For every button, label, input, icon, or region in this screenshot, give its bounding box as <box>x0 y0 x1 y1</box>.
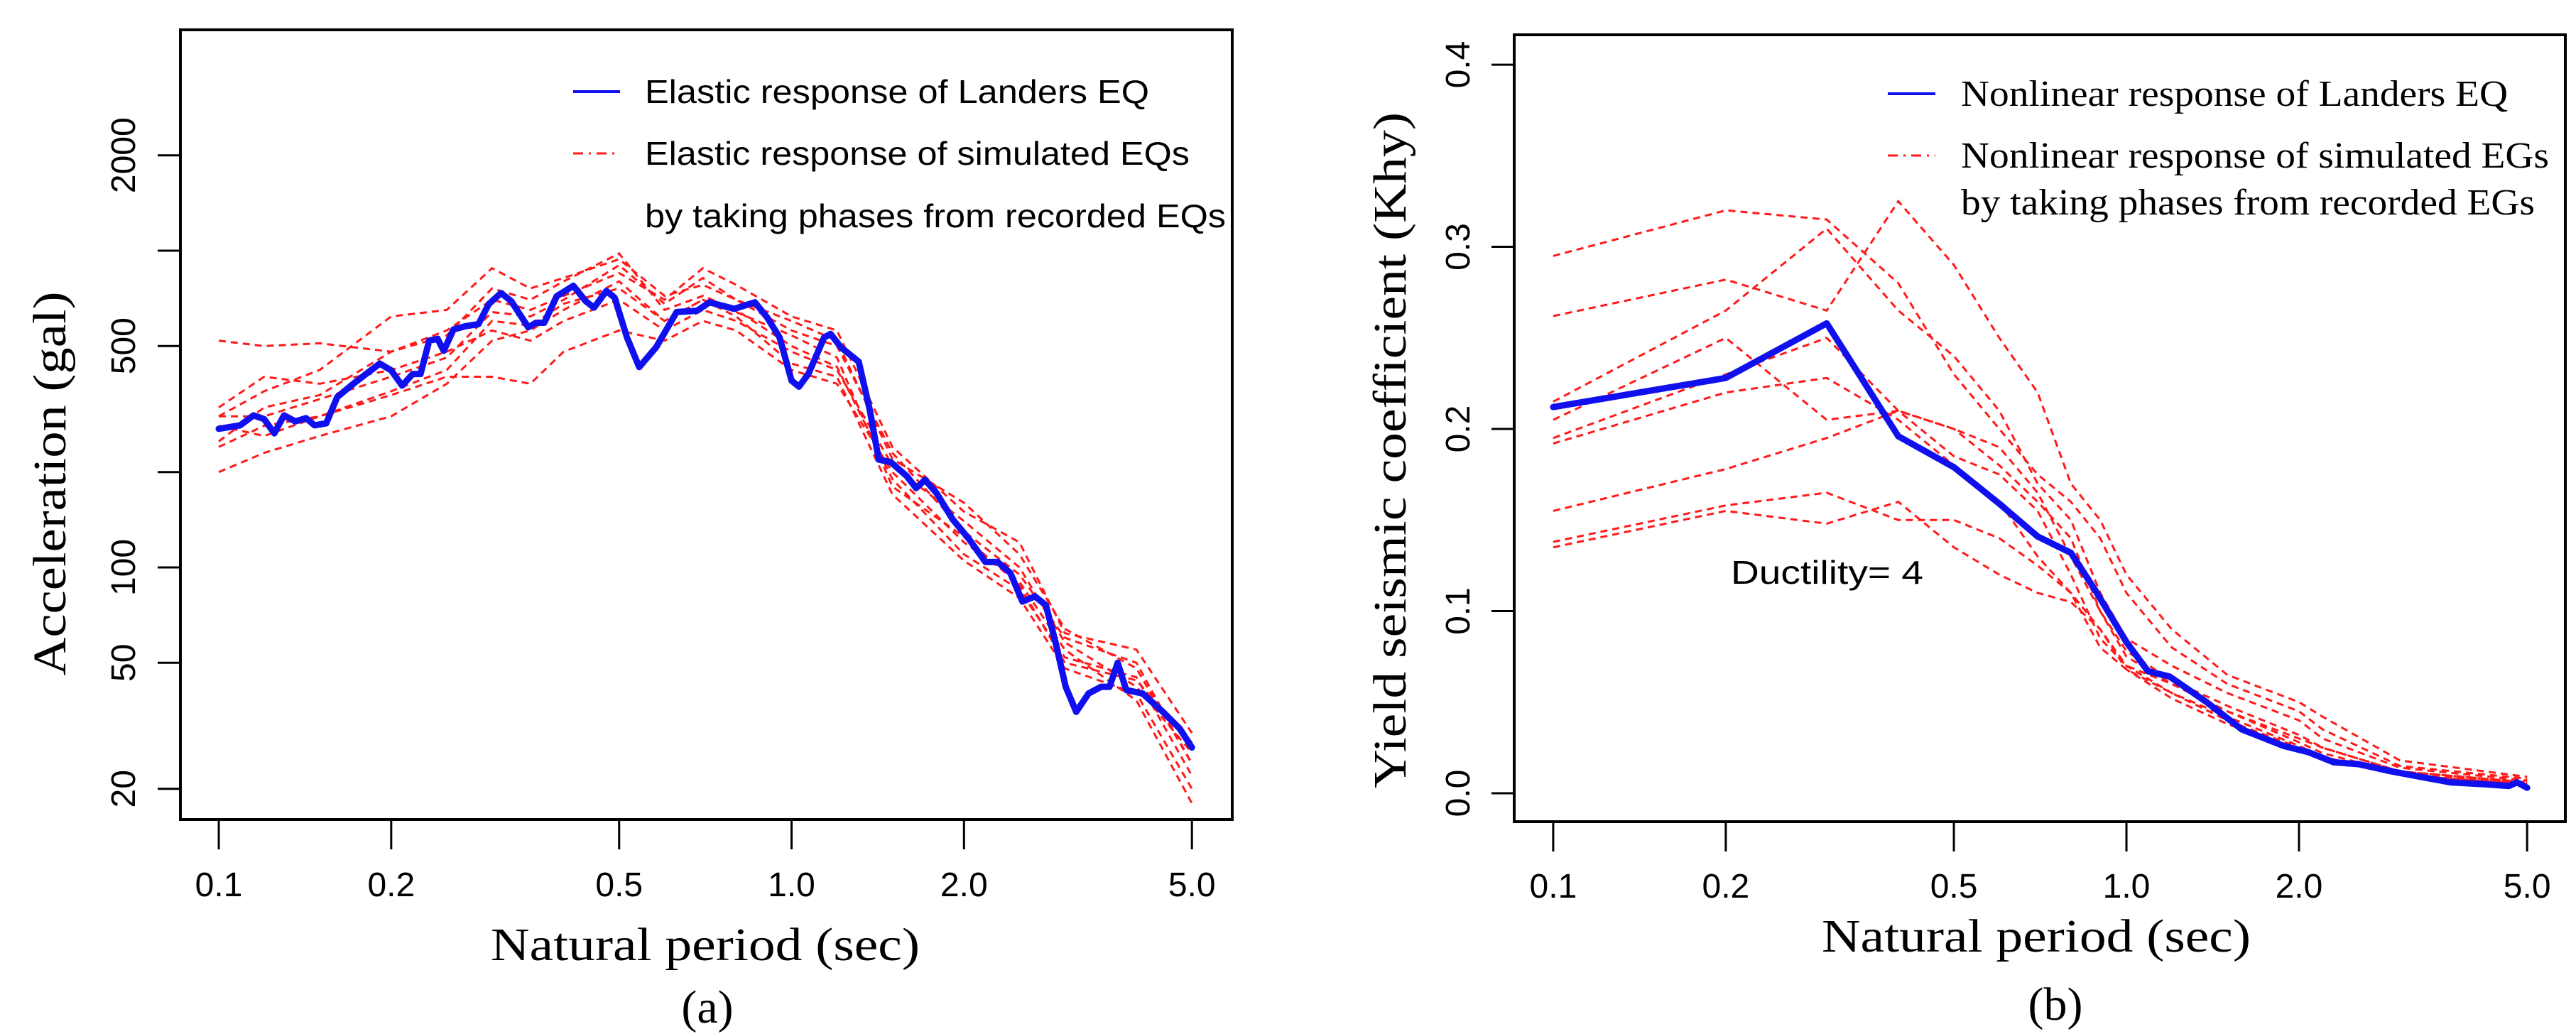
chart-panel-b: Nonlinear response of Landers EQ Nonline… <box>1364 33 2567 1030</box>
x-tick-label: 2.0 <box>940 866 988 904</box>
panel-label-b: (b) <box>2028 979 2083 1030</box>
x-tick-label: 5.0 <box>2504 868 2551 905</box>
x-tick-label: 0.5 <box>1930 868 1978 905</box>
y-axis-title-a: Acceleration (gal) <box>24 292 76 676</box>
simulated-series-line-8 <box>219 263 1193 765</box>
simulated-series-line-8 <box>1553 491 2528 785</box>
simulated-series-line-7 <box>1553 409 2528 784</box>
landers-series-line <box>215 282 1195 751</box>
legend-a: Elastic response of Landers EQ Elastic r… <box>573 73 1226 234</box>
y-tick-label: 0.1 <box>1440 587 1477 635</box>
simulated-series-line-1 <box>218 266 1193 734</box>
x-tick-label: 0.1 <box>1530 868 1577 905</box>
legend-label-simulated: Nonlinear response of simulated EGs <box>1961 136 2549 176</box>
y-tick-label: 100 <box>105 539 143 596</box>
x-tick-label: 0.2 <box>367 866 415 904</box>
x-tick-label: 0.2 <box>1702 868 1750 905</box>
legend-b: Nonlinear response of Landers EQ Nonline… <box>1888 74 2549 223</box>
simulated-series-line-3 <box>1553 227 2528 782</box>
y-tick-label: 20 <box>105 770 143 807</box>
y-tick-label: 0.4 <box>1440 41 1477 89</box>
y-tick-label: 0.2 <box>1440 406 1477 453</box>
x-tick-label: 0.1 <box>195 866 243 904</box>
x-axis-title-a: Natural period (sec) <box>491 919 920 971</box>
simulated-series-line-1 <box>1553 209 2528 780</box>
legend-label-landers: Elastic response of Landers EQ <box>645 73 1149 110</box>
y-tick-label: 2000 <box>105 117 143 193</box>
simulated-series-line-4 <box>1553 337 2528 784</box>
y-tick-label: 0.0 <box>1440 770 1477 817</box>
x-tick-label: 5.0 <box>1168 866 1216 904</box>
legend-label-simulated-cont: by taking phases from recorded EGs <box>1961 183 2535 223</box>
legend-label-simulated: Elastic response of simulated EQs <box>645 135 1190 172</box>
simulated-series-line-7 <box>218 287 1193 744</box>
x-tick-label: 1.0 <box>768 866 815 904</box>
simulated-series-line-6 <box>218 298 1193 753</box>
plot-area-a <box>215 252 1195 804</box>
simulated-series-line-2 <box>1553 199 2528 778</box>
plot-frame-a <box>179 28 1234 821</box>
ductility-annotation: Ductility= 4 <box>1731 554 1923 591</box>
landers-series-line <box>1550 320 2531 791</box>
simulated-series-line-5 <box>218 320 1193 804</box>
legend-label-simulated-cont: by taking phases from recorded EQs <box>645 197 1226 234</box>
simulated-series-line-6 <box>1553 376 2528 785</box>
y-tick-label: 500 <box>105 317 143 374</box>
chart-panel-a: Elastic response of Landers EQ Elastic r… <box>24 28 1234 1033</box>
simulated-series-line-2 <box>218 258 1193 765</box>
y-tick-label: 0.3 <box>1440 223 1477 271</box>
x-tick-label: 1.0 <box>2103 868 2151 905</box>
simulated-series-line-4 <box>218 280 1193 790</box>
x-axis-title-b: Natural period (sec) <box>1822 910 2251 962</box>
simulated-series-line-5 <box>1553 337 2528 785</box>
simulated-series-line-3 <box>218 252 1193 777</box>
simulated-series-line-9 <box>1553 500 2528 785</box>
plot-area-b <box>1550 199 2531 791</box>
y-axis-title-b: Yield seismic coefficient (Khy) <box>1364 112 1416 788</box>
x-tick-label: 0.5 <box>595 866 643 904</box>
legend-label-landers: Nonlinear response of Landers EQ <box>1961 74 2508 114</box>
panel-label-a: (a) <box>681 981 733 1033</box>
y-tick-label: 50 <box>105 644 143 682</box>
x-tick-label: 2.0 <box>2276 868 2323 905</box>
